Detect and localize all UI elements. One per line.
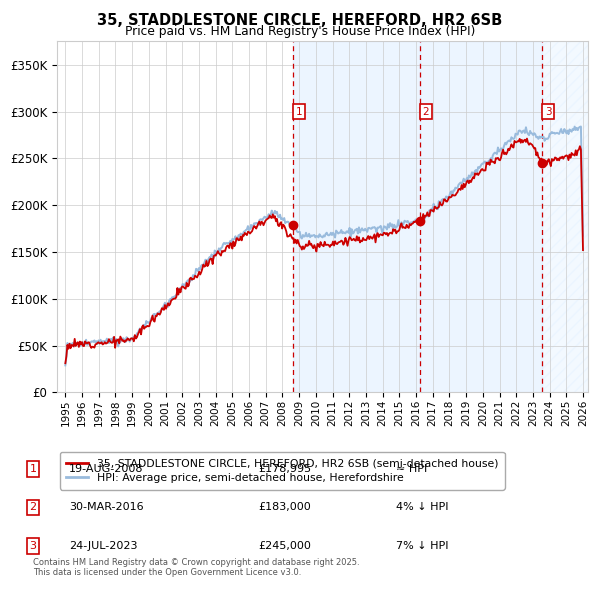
Bar bbox=[420, 41, 542, 392]
Text: 19-AUG-2008: 19-AUG-2008 bbox=[69, 464, 143, 474]
Bar bbox=[542, 41, 596, 392]
Text: £178,995: £178,995 bbox=[258, 464, 311, 474]
Text: 35, STADDLESTONE CIRCLE, HEREFORD, HR2 6SB: 35, STADDLESTONE CIRCLE, HEREFORD, HR2 6… bbox=[97, 13, 503, 28]
Text: £183,000: £183,000 bbox=[258, 503, 311, 512]
Text: Contains HM Land Registry data © Crown copyright and database right 2025.
This d: Contains HM Land Registry data © Crown c… bbox=[33, 558, 359, 577]
Text: 1: 1 bbox=[296, 107, 302, 116]
Text: 1: 1 bbox=[29, 464, 37, 474]
Text: 3: 3 bbox=[29, 541, 37, 550]
Text: 4% ↓ HPI: 4% ↓ HPI bbox=[396, 503, 449, 512]
Text: 24-JUL-2023: 24-JUL-2023 bbox=[69, 541, 137, 550]
Text: ≈ HPI: ≈ HPI bbox=[396, 464, 427, 474]
Bar bbox=[293, 41, 420, 392]
Text: 2: 2 bbox=[29, 503, 37, 512]
Legend: 35, STADDLESTONE CIRCLE, HEREFORD, HR2 6SB (semi-detached house), HPI: Average p: 35, STADDLESTONE CIRCLE, HEREFORD, HR2 6… bbox=[60, 452, 505, 490]
Text: 2: 2 bbox=[422, 107, 429, 116]
Text: 30-MAR-2016: 30-MAR-2016 bbox=[69, 503, 143, 512]
Text: £245,000: £245,000 bbox=[258, 541, 311, 550]
Text: 3: 3 bbox=[545, 107, 551, 116]
Text: 7% ↓ HPI: 7% ↓ HPI bbox=[396, 541, 449, 550]
Text: Price paid vs. HM Land Registry's House Price Index (HPI): Price paid vs. HM Land Registry's House … bbox=[125, 25, 475, 38]
